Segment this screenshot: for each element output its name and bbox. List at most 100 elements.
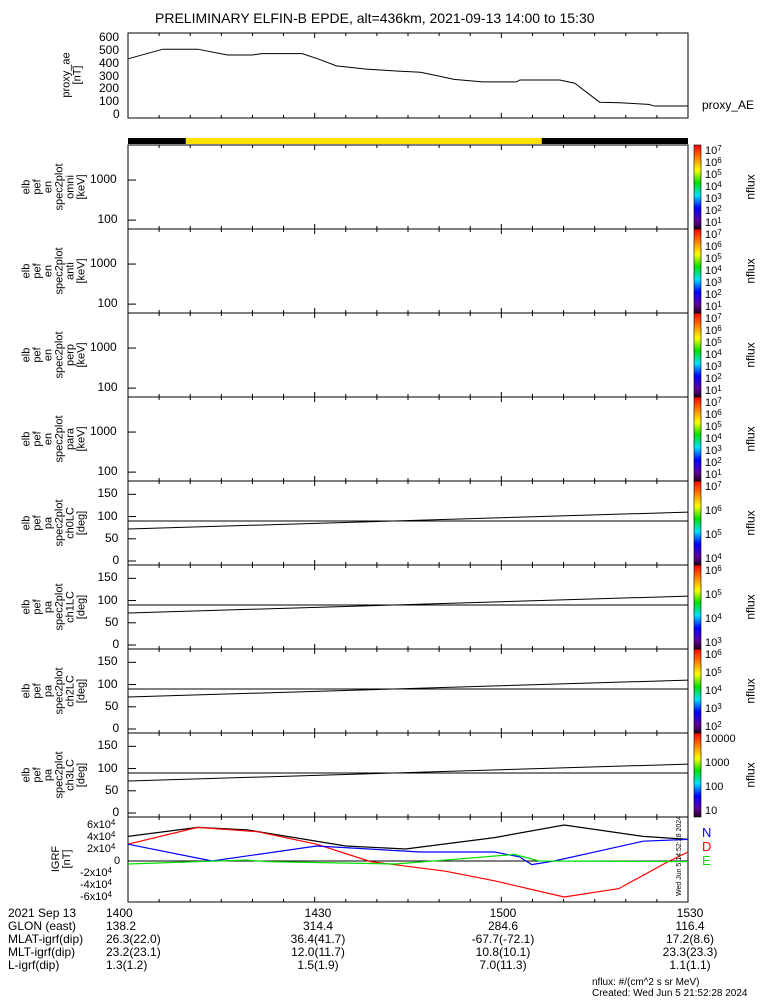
colorbar-tick-label: 104 xyxy=(705,611,722,625)
orbit-row-value: 1400 xyxy=(106,906,133,920)
y-tick-label: 500 xyxy=(99,42,120,57)
igrf-E-line xyxy=(127,853,689,865)
colorbar-tick-label: 105 xyxy=(705,527,722,541)
igrf-ylabel: IGRF [nT] xyxy=(50,846,73,872)
colorbar-tick-label: 107 xyxy=(705,479,722,493)
side-stamp: Wed Jun 5 14:52:28 2024 xyxy=(676,815,684,897)
y-axis-label-line: pef xyxy=(31,599,44,615)
y-tick-label: 0 xyxy=(114,854,121,867)
colorbar-tick-label: 103 xyxy=(705,443,722,457)
ch1LC-panel xyxy=(127,564,689,650)
colorbar xyxy=(693,648,702,734)
y-tick-label: 0 xyxy=(112,805,120,819)
y-tick-label: 100 xyxy=(99,94,120,109)
igrf-legend-D: D xyxy=(702,839,712,854)
y-axis-label-line: spec2plot xyxy=(53,499,66,547)
colorbar-tick-label: 106 xyxy=(705,323,722,337)
colorbar-label: nflux xyxy=(743,594,758,620)
orbit-row-value: -67.7(-72.1) xyxy=(471,932,535,946)
colorbar-tick-label: 104 xyxy=(705,431,722,445)
orbit-row-label: MLAT-igrf(dip) xyxy=(8,932,84,946)
ch0LC-ylabel: elb pef pa spec2plot ch0LC [deg] xyxy=(20,499,87,547)
orbit-row-label: 2021 Sep 13 xyxy=(8,906,77,920)
colorbar-tick-label: 104 xyxy=(705,347,722,361)
y-tick-label: -2x104 xyxy=(80,865,112,879)
proxy-ae-legend: proxy_AE xyxy=(702,98,755,112)
ch3LC-ylabel: elb pef pa spec2plot ch3LC [deg] xyxy=(20,751,88,798)
y-axis-label-line: [deg] xyxy=(75,762,88,788)
colorbar-tick-label: 105 xyxy=(705,251,722,265)
y-tick-label: 100 xyxy=(97,464,118,479)
y-tick-label: 6x104 xyxy=(87,817,116,831)
y-tick-label: 50 xyxy=(105,782,119,797)
orbit-row-value: 1430 xyxy=(304,906,332,920)
y-axis-label-line: elb xyxy=(20,347,33,363)
y-axis-label-line: spec2plot xyxy=(53,583,66,631)
sunlight-bar-sunlit xyxy=(185,138,542,144)
colorbar-label: nflux xyxy=(743,762,758,788)
colorbar-tick-label: 105 xyxy=(705,335,722,349)
y-tick-label: 0 xyxy=(112,553,120,567)
colorbar-tick-label: 105 xyxy=(705,167,722,181)
y-axis-label-line: elb xyxy=(20,263,33,279)
pitch-angle-line xyxy=(127,679,689,698)
orbit-row-label: L-igrf(dip) xyxy=(8,958,60,972)
para-panel xyxy=(127,396,689,482)
y-axis-label-line: spec2plot xyxy=(53,247,66,295)
y-axis-label-line: en xyxy=(42,348,55,362)
y-axis-label-line: [keV] xyxy=(75,174,88,200)
y-axis-label-line: elb xyxy=(20,515,33,531)
colorbar-tick-label: 100 xyxy=(705,780,724,793)
orbit-row-value: 284.6 xyxy=(487,919,519,933)
y-axis-label-line: spec2plot xyxy=(53,163,66,211)
y-tick-label: 100 xyxy=(97,508,118,523)
colorbar-tick-label: 106 xyxy=(705,647,722,661)
orbit-row-value: 12.0(11.7) xyxy=(291,945,345,959)
y-axis-label-line: [deg] xyxy=(75,594,88,620)
orbit-row-value: 23.3(23.3) xyxy=(662,945,718,959)
orbit-row-value: 17.2(8.6) xyxy=(665,932,715,946)
colorbar-tick-label: 103 xyxy=(705,635,722,649)
y-tick-label: -4x104 xyxy=(80,877,112,891)
pitch-angle-line xyxy=(127,511,689,530)
y-axis-label-line: elb xyxy=(20,683,33,699)
orbit-row-value: 314.4 xyxy=(302,919,334,933)
orbit-row-value: 10.8(10.1) xyxy=(475,945,531,959)
y-tick-label: 300 xyxy=(99,68,120,83)
colorbar-tick-label: 104 xyxy=(705,263,722,277)
y-tick-label: 100 xyxy=(97,212,118,227)
colorbar-tick-label: 104 xyxy=(705,551,722,565)
orbit-row-value: 1.5(1.9) xyxy=(297,958,339,972)
y-axis-label-line: elb xyxy=(20,767,33,783)
y-axis-label-line: [keV] xyxy=(75,258,88,284)
y-tick-label: 2x104 xyxy=(87,841,116,855)
colorbar xyxy=(693,228,702,314)
para-ylabel: elb pef en spec2plot para [keV] xyxy=(20,415,87,462)
y-tick-label: 0 xyxy=(112,637,120,651)
colorbar-label: nflux xyxy=(743,258,758,284)
colorbar-tick-label: 103 xyxy=(705,191,722,205)
colorbar-label: nflux xyxy=(743,342,758,368)
y-tick-label: 1000 xyxy=(90,340,117,355)
colorbar-tick-label: 10 xyxy=(705,804,718,817)
y-axis-label-line: ch2LC xyxy=(64,675,77,707)
orbit-row-label: MLT-igrf(dip) xyxy=(8,945,76,959)
y-tick-label: 150 xyxy=(97,486,118,501)
y-axis-label-line: perp xyxy=(64,343,77,367)
orbit-row-value: 23.2(23.1) xyxy=(106,945,161,959)
anti-panel xyxy=(127,228,689,314)
y-tick-label: 600 xyxy=(99,30,120,44)
omni-panel xyxy=(127,144,689,230)
colorbar-tick-label: 103 xyxy=(705,701,722,715)
y-axis-label-line: pef xyxy=(31,179,44,195)
y-tick-label: 150 xyxy=(97,654,118,669)
y-axis-label-line: en xyxy=(42,180,55,194)
igrf-legend-E: E xyxy=(702,853,711,868)
colorbar-tick-label: 106 xyxy=(705,239,722,253)
y-axis-label-line: [nT] xyxy=(71,65,84,85)
y-tick-label: 0 xyxy=(112,721,120,735)
colorbar-tick-label: 107 xyxy=(705,143,722,157)
y-axis-label-line: pef xyxy=(31,347,44,363)
colorbar-tick-label: 107 xyxy=(705,227,722,241)
colorbar-tick-label: 103 xyxy=(705,359,722,373)
